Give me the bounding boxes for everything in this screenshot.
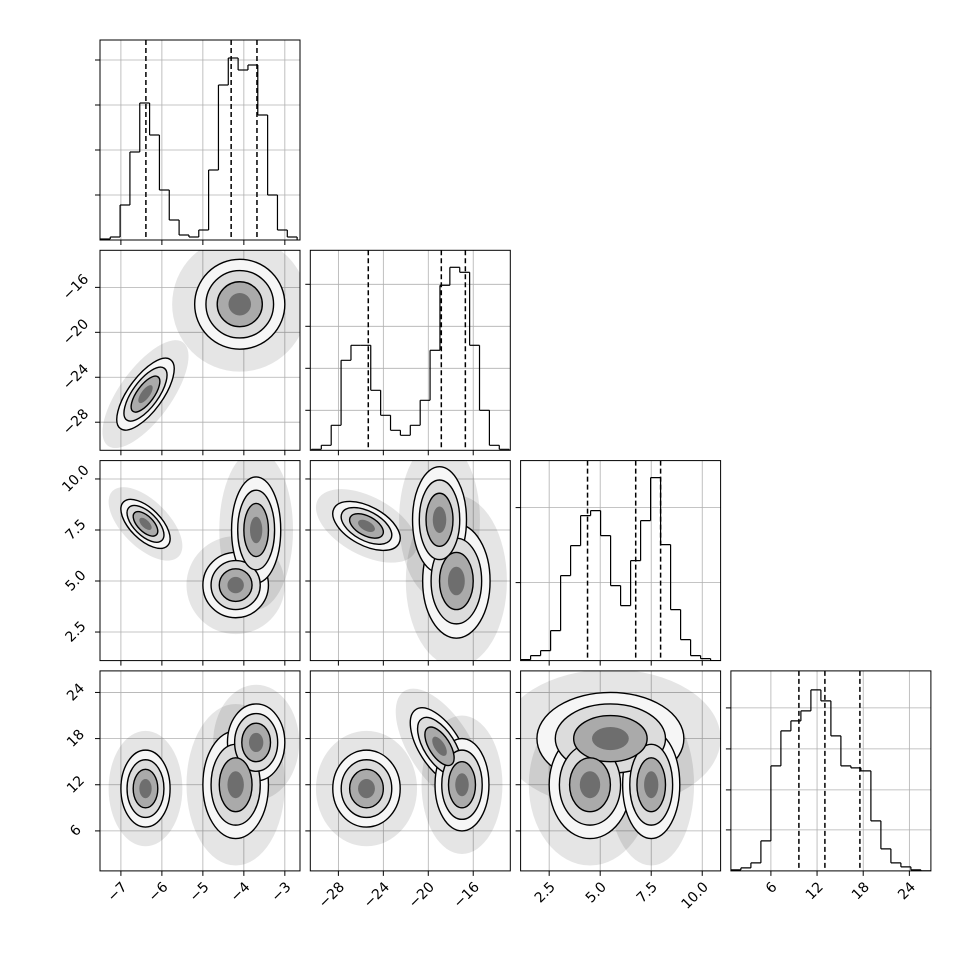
density-contour: [139, 778, 152, 799]
y-tick-label: 24: [64, 680, 88, 704]
y-tick-label: 6: [67, 822, 85, 840]
plot-area: [100, 40, 298, 240]
x-tick-label: −6: [146, 879, 172, 905]
panel-frame: [99, 39, 301, 241]
panel: 2.5 5.0 7.5 10.0: [515, 670, 722, 913]
plot-area: [520, 460, 721, 661]
x-tick-label: −5: [187, 879, 213, 905]
y-tick-label: 12: [64, 773, 88, 797]
x-tick-label: 10.0: [679, 879, 712, 912]
panel: [95, 39, 301, 245]
x-tick-label: 7.5: [634, 879, 661, 906]
y-tick-label: −16: [60, 271, 92, 303]
y-tick-label: 18: [64, 727, 88, 751]
density-contour: [228, 292, 252, 316]
x-tick-label: −4: [228, 879, 254, 905]
panel-frame: [309, 249, 511, 451]
y-tick-label: 2.5: [62, 618, 89, 645]
plot-area: [730, 670, 931, 871]
density-contour: [227, 771, 244, 799]
panel-frame: [520, 460, 722, 662]
density-contour: [455, 773, 469, 797]
plot-area: [315, 688, 503, 854]
x-tick-label: 6: [763, 879, 781, 897]
x-tick-label: 18: [849, 879, 873, 903]
panel: −7 −6 −5 −4 −3 6 12 18 24: [64, 670, 301, 905]
plot-area: [108, 460, 294, 635]
density-contour: [248, 732, 264, 753]
x-tick-label: 2.5: [532, 879, 559, 906]
panel: [305, 249, 511, 456]
x-tick-label: −16: [451, 879, 483, 911]
panel-frame: [99, 460, 301, 662]
panel-frame: [309, 460, 511, 662]
panel-frame: [520, 670, 722, 872]
x-tick-label: −7: [105, 879, 131, 905]
x-tick-label: −24: [361, 879, 393, 911]
density-contour: [358, 778, 375, 799]
panel: [305, 460, 511, 666]
x-tick-label: −3: [269, 879, 295, 905]
panel: [515, 460, 722, 666]
y-tick-label: 7.5: [62, 516, 89, 543]
x-tick-label: 5.0: [583, 879, 610, 906]
x-tick-label: 24: [895, 879, 919, 903]
panel-frame: [309, 670, 511, 872]
plot-area: [315, 460, 507, 661]
panel: 6 12 18 24: [725, 670, 932, 903]
y-tick-label: −28: [60, 406, 92, 438]
plot-area: [310, 250, 510, 451]
density-contour: [358, 519, 375, 533]
density-contour: [579, 771, 601, 799]
y-tick-label: 5.0: [62, 567, 89, 594]
density-contour: [227, 576, 244, 594]
x-tick-label: −28: [316, 879, 348, 911]
plot-area: [102, 250, 300, 449]
y-tick-label: −24: [60, 361, 92, 393]
density-contour: [447, 566, 465, 596]
density-contour: [139, 517, 152, 530]
density-contour: [432, 506, 447, 534]
panel-frame: [730, 670, 932, 872]
density-contour: [432, 736, 447, 756]
panel: −28 −24 −20 −16: [60, 249, 301, 456]
plot-area: [520, 670, 721, 866]
y-tick-label: −20: [60, 316, 92, 348]
density-contour: [138, 385, 153, 404]
panel-frame: [99, 249, 301, 451]
density-contour: [250, 516, 263, 544]
panel: 2.5 5.0 7.5 10.0: [59, 460, 301, 666]
x-tick-label: 12: [803, 879, 827, 903]
x-tick-label: −20: [406, 879, 438, 911]
panel-frame: [99, 670, 301, 872]
plot-area: [108, 684, 300, 866]
density-contour: [644, 771, 659, 799]
y-tick-label: 10.0: [59, 462, 92, 495]
panel: −28 −24 −20 −16: [305, 670, 511, 911]
density-contour: [592, 727, 629, 751]
